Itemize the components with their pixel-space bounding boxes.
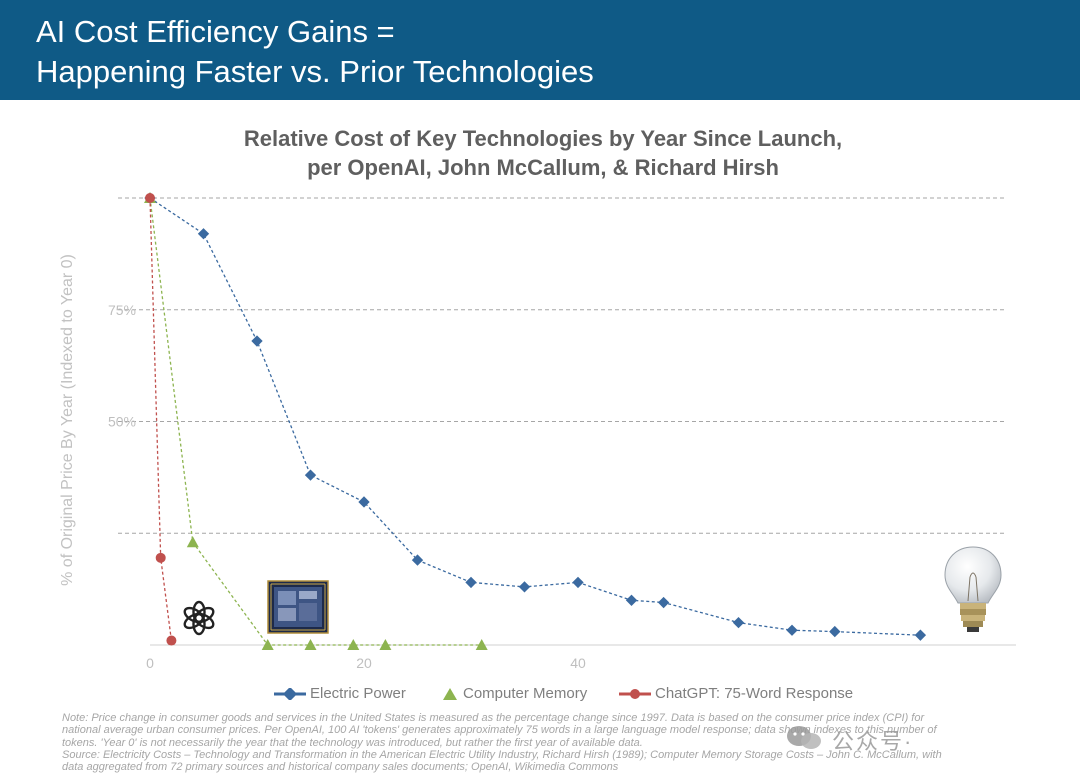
page-title-line-1: AI Cost Efficiency Gains = <box>36 14 395 49</box>
page-title-line-2: Happening Faster vs. Prior Technologies <box>36 54 594 89</box>
legend-swatch-electric <box>274 688 306 701</box>
data-point <box>572 576 584 589</box>
grid <box>118 197 1006 534</box>
watermark-text: 公众号· <box>832 729 914 754</box>
legend-swatch-memory <box>443 688 457 701</box>
y-tick-label: 75% <box>108 302 136 318</box>
x-tick-label: 40 <box>570 655 586 671</box>
series-line <box>149 197 921 636</box>
data-point <box>379 639 392 650</box>
note-line: national average urban consumer prices. … <box>62 724 937 737</box>
data-point <box>465 576 477 589</box>
legend-item-chatgpt: ChatGPT: 75-Word Response <box>619 684 853 704</box>
data-point <box>304 639 317 650</box>
light-bulb-icon <box>944 546 1002 632</box>
data-point <box>197 228 210 240</box>
series-group <box>144 192 927 650</box>
data-point <box>358 496 370 508</box>
data-point <box>251 335 263 347</box>
data-point <box>347 639 360 650</box>
data-point <box>732 616 745 629</box>
chart-title-line-2: per OpenAI, John McCallum, & Richard Hir… <box>307 155 779 180</box>
data-point <box>518 581 531 593</box>
data-point <box>166 635 177 646</box>
data-point <box>261 639 274 650</box>
data-point <box>186 536 199 548</box>
data-point <box>829 625 841 638</box>
legend-label-memory: Computer Memory <box>463 685 588 702</box>
data-point <box>475 639 488 650</box>
data-point <box>786 624 798 636</box>
note-line: tokens. 'Year 0' is not necessarily the … <box>62 736 643 749</box>
data-point <box>625 594 638 606</box>
legend-label-electric: Electric Power <box>310 685 406 702</box>
data-point <box>304 469 317 481</box>
note-line: Note: Price change in consumer goods and… <box>62 712 925 724</box>
legend-label-chatgpt: ChatGPT: 75-Word Response <box>655 685 854 702</box>
y-axis-label: % of Original Price By Year (Indexed to … <box>59 254 76 586</box>
title-banner: AI Cost Efficiency Gains = Happening Fas… <box>0 0 1080 100</box>
axes: 75% 50% 0 20 40 % of Original Price By Year (… <box>59 254 1016 671</box>
source-line: Source: Electricity Costs – Technology a… <box>62 748 942 761</box>
watermark: 公众号· <box>784 724 1044 754</box>
data-point <box>657 596 670 609</box>
series-0 <box>144 192 927 641</box>
footnotes: Note: Price change in consumer goods and… <box>62 712 1047 773</box>
legend-item-electric: Electric Power <box>274 684 406 704</box>
y-tick-label: 50% <box>108 414 136 430</box>
openai-logo-icon <box>183 600 215 636</box>
data-point <box>411 554 424 566</box>
series-2 <box>145 193 177 646</box>
wechat-icon <box>787 726 821 749</box>
data-point <box>145 193 155 203</box>
legend-swatch-chatgpt <box>619 689 651 700</box>
x-tick-label: 0 <box>146 655 154 671</box>
legend-item-memory: Computer Memory <box>441 684 587 704</box>
source-line: data aggregated from 72 primary sources … <box>62 761 619 774</box>
chart-title-line-1: Relative Cost of Key Technologies by Yea… <box>243 126 843 151</box>
x-tick-label: 20 <box>356 655 372 671</box>
data-point <box>914 629 927 641</box>
memory-chip-icon <box>267 580 329 634</box>
data-point <box>155 552 166 563</box>
series-line <box>149 197 173 641</box>
